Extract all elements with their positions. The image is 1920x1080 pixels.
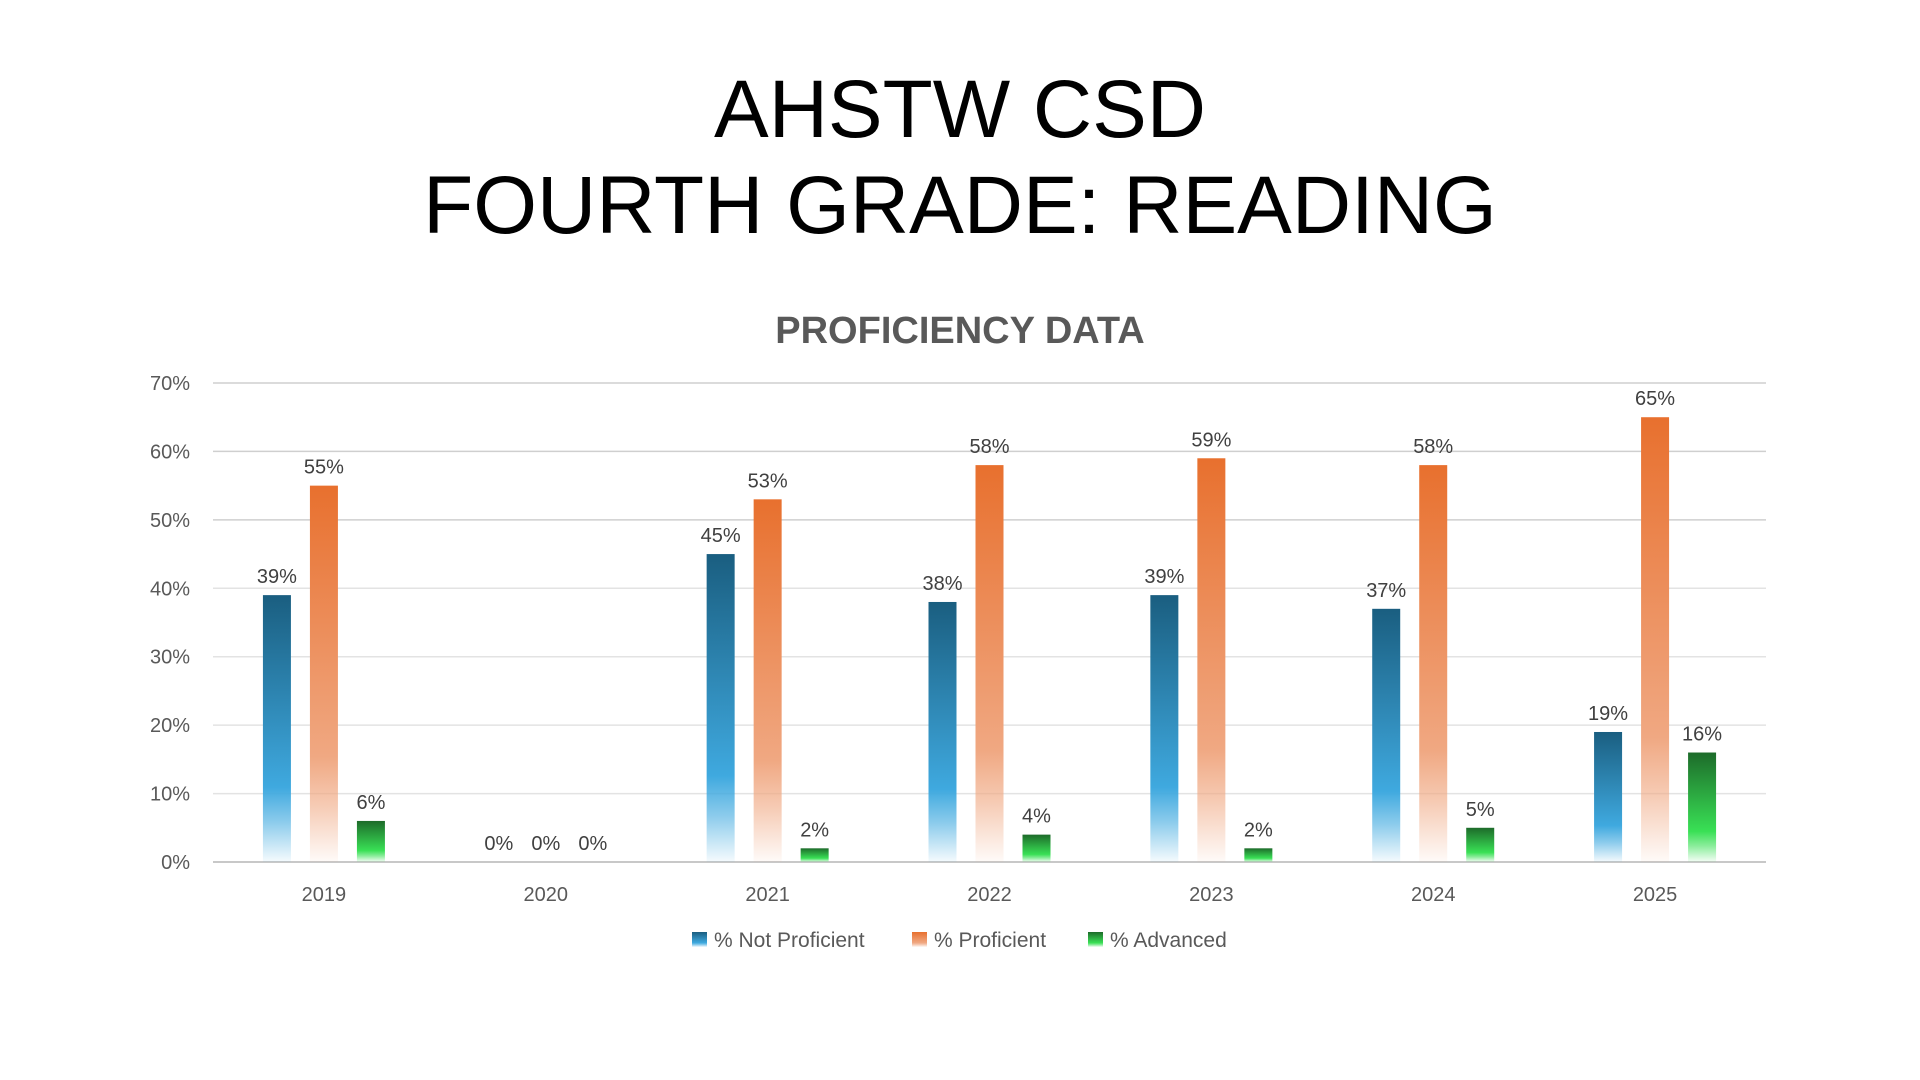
legend-swatch <box>692 932 707 947</box>
bar <box>1150 595 1179 862</box>
data-label: 53% <box>748 470 788 492</box>
data-label: 0% <box>578 833 607 855</box>
chart-title: PROFICIENCY DATA <box>775 310 1144 352</box>
data-label: 6% <box>356 792 385 814</box>
bar <box>800 848 829 862</box>
x-tick-label: 2019 <box>302 884 347 906</box>
data-label: 65% <box>1635 388 1675 410</box>
bar <box>1688 752 1717 862</box>
data-label: 58% <box>969 436 1009 458</box>
x-tick-label: 2024 <box>1411 884 1456 906</box>
data-label: 2% <box>1244 819 1273 841</box>
y-tick-label: 40% <box>150 578 190 600</box>
x-tick-label: 2020 <box>524 884 569 906</box>
data-label: 59% <box>1191 429 1231 451</box>
data-label: 4% <box>1022 806 1051 828</box>
title-line-2: FOURTH GRADE: READING <box>423 160 1497 251</box>
y-tick-label: 0% <box>161 852 190 874</box>
bar <box>1372 608 1401 862</box>
bar <box>975 465 1004 862</box>
x-tick-label: 2025 <box>1633 884 1678 906</box>
data-label: 5% <box>1466 799 1495 821</box>
data-label: 16% <box>1682 724 1722 746</box>
bar <box>1466 827 1495 862</box>
data-label: 45% <box>701 525 741 547</box>
data-label: 38% <box>922 573 962 595</box>
legend-swatch <box>912 932 927 947</box>
x-tick-label: 2022 <box>967 884 1012 906</box>
data-label: 0% <box>531 833 560 855</box>
legend-swatch <box>1088 932 1103 947</box>
bar <box>753 499 782 862</box>
y-tick-label: 70% <box>150 373 190 395</box>
data-label: 55% <box>304 457 344 479</box>
bar <box>1244 848 1273 862</box>
data-label: 19% <box>1588 703 1628 725</box>
data-label: 0% <box>484 833 513 855</box>
bar <box>1594 731 1623 862</box>
legend-label: % Proficient <box>934 929 1046 952</box>
title-line-1: AHSTW CSD <box>714 64 1206 155</box>
y-tick-label: 30% <box>150 647 190 669</box>
x-tick-label: 2023 <box>1189 884 1234 906</box>
x-tick-label: 2021 <box>745 884 790 906</box>
bar <box>1022 834 1051 862</box>
bar <box>706 554 735 862</box>
bar <box>928 601 957 862</box>
bar <box>262 595 291 862</box>
y-tick-label: 60% <box>150 441 190 463</box>
slide-title: AHSTW CSD FOURTH GRADE: READING <box>0 62 1920 254</box>
data-label: 39% <box>1144 566 1184 588</box>
y-tick-label: 10% <box>150 784 190 806</box>
legend-label: % Not Proficient <box>714 929 865 952</box>
data-label: 39% <box>257 566 297 588</box>
bar <box>1197 458 1226 862</box>
bar <box>356 820 385 862</box>
legend-label: % Advanced <box>1110 929 1227 952</box>
data-label: 58% <box>1413 436 1453 458</box>
bar <box>1641 417 1670 862</box>
bar <box>1419 465 1448 862</box>
data-label: 2% <box>800 819 829 841</box>
y-tick-label: 50% <box>150 510 190 532</box>
bar <box>309 485 338 862</box>
data-label: 37% <box>1366 580 1406 602</box>
y-tick-label: 20% <box>150 715 190 737</box>
